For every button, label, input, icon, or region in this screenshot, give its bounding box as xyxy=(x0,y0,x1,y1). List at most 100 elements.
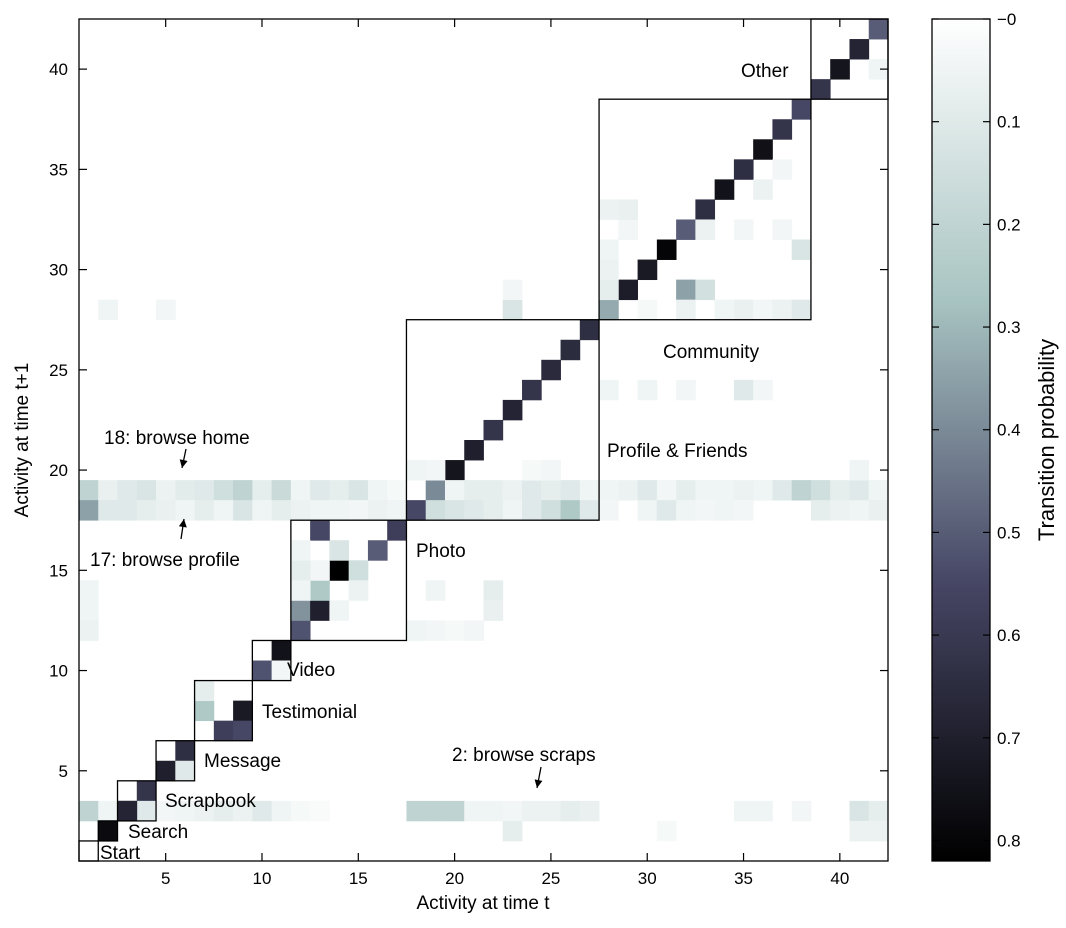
heat-cell xyxy=(367,540,388,561)
heat-cell xyxy=(733,379,754,401)
heat-cell xyxy=(387,480,407,501)
heat-cell xyxy=(425,500,446,521)
heat-cell xyxy=(714,299,735,321)
heat-cell xyxy=(117,800,138,822)
y-tick-label: 25 xyxy=(49,361,68,380)
group-box xyxy=(598,98,812,321)
heat-cell xyxy=(733,480,754,501)
heat-cell xyxy=(387,520,407,541)
heat-cell xyxy=(733,500,754,521)
heat-cell xyxy=(791,800,812,822)
heat-cell xyxy=(849,800,870,822)
heat-cell xyxy=(194,480,215,501)
heat-cell xyxy=(136,500,157,521)
heat-cell xyxy=(444,620,465,641)
heat-cell xyxy=(579,500,600,521)
heat-cell xyxy=(406,500,427,521)
heat-cell xyxy=(290,620,311,641)
heat-cell xyxy=(233,480,253,501)
heat-cell xyxy=(425,480,446,501)
heat-cell xyxy=(676,500,696,521)
heat-cell xyxy=(406,620,427,641)
heat-cell xyxy=(868,820,889,842)
group-label: Search xyxy=(128,822,188,843)
heat-cell xyxy=(444,460,465,481)
heat-cell xyxy=(541,500,561,521)
heat-cell xyxy=(772,299,793,321)
heat-cell xyxy=(695,500,716,521)
annotation-label: 18: browse home xyxy=(104,428,250,449)
heat-cell xyxy=(271,660,292,681)
heat-cell xyxy=(194,500,215,521)
heat-cell xyxy=(348,500,369,521)
heat-cell xyxy=(98,480,118,501)
x-tick-label: 10 xyxy=(253,869,272,888)
x-tick-label: 15 xyxy=(349,869,368,888)
group-box xyxy=(116,780,157,822)
heat-cell xyxy=(290,500,311,521)
heat-cell xyxy=(425,800,446,822)
heat-cell xyxy=(502,480,523,501)
heat-cell xyxy=(252,500,273,521)
heat-cell xyxy=(271,640,292,661)
group-boxes xyxy=(78,18,889,862)
heat-cell xyxy=(502,279,523,301)
annotation-label: 17: browse profile xyxy=(90,550,240,571)
heat-cell xyxy=(830,500,850,521)
group-label: Community xyxy=(663,342,760,363)
heat-cell xyxy=(425,620,446,641)
colorbar xyxy=(931,18,991,862)
heat-cell xyxy=(290,800,311,822)
heat-cell xyxy=(310,800,330,822)
heat-cell xyxy=(502,500,523,521)
y-axis-label: Activity at time t+1 xyxy=(12,363,33,518)
heat-cell xyxy=(695,219,716,240)
heat-cell xyxy=(483,600,504,621)
heat-cell xyxy=(849,480,870,501)
heat-cell xyxy=(637,379,658,401)
x-axis-ticks: 5 10 15 20 25 30 35 40 xyxy=(161,19,849,888)
heat-cell xyxy=(637,259,658,281)
heat-cell xyxy=(579,480,600,501)
heat-cell xyxy=(444,500,465,521)
heat-cell xyxy=(502,399,523,421)
group-label: Video xyxy=(287,660,335,681)
heat-cell xyxy=(599,259,619,281)
heat-cell xyxy=(406,800,427,822)
heat-cell xyxy=(772,119,793,140)
heat-cell xyxy=(271,800,292,822)
annotation-label: 2: browse scraps xyxy=(452,745,596,766)
heat-cell xyxy=(136,480,157,501)
heat-cell xyxy=(233,800,253,822)
heat-cell xyxy=(79,480,99,501)
heat-cell xyxy=(79,620,99,641)
heat-cell xyxy=(830,59,850,80)
y-tick-label: 5 xyxy=(59,762,68,781)
heat-cell xyxy=(271,500,292,521)
heat-cell xyxy=(310,480,330,501)
group-label: Other xyxy=(741,61,789,82)
plot-frame xyxy=(78,18,889,862)
heat-cell xyxy=(772,159,793,180)
heat-cell xyxy=(560,500,581,521)
heat-cell xyxy=(541,460,561,481)
heat-cell xyxy=(637,500,658,521)
heat-cell xyxy=(175,500,195,521)
heat-cell xyxy=(483,480,504,501)
heat-cell xyxy=(579,800,600,822)
heatmap-cells xyxy=(79,19,889,842)
heat-cell xyxy=(599,379,619,401)
group-box xyxy=(155,740,196,782)
heat-cell xyxy=(791,480,812,501)
heat-cell xyxy=(175,800,195,822)
colorbar-tick-label: 0.5 xyxy=(997,523,1021,542)
heat-cell xyxy=(676,279,696,301)
heat-cell xyxy=(522,460,542,481)
colorbar-tick-label: 0.8 xyxy=(997,831,1021,850)
heat-cell xyxy=(541,800,561,822)
heat-cell xyxy=(329,480,350,501)
heat-cell xyxy=(868,800,889,822)
heat-cell xyxy=(753,480,773,501)
